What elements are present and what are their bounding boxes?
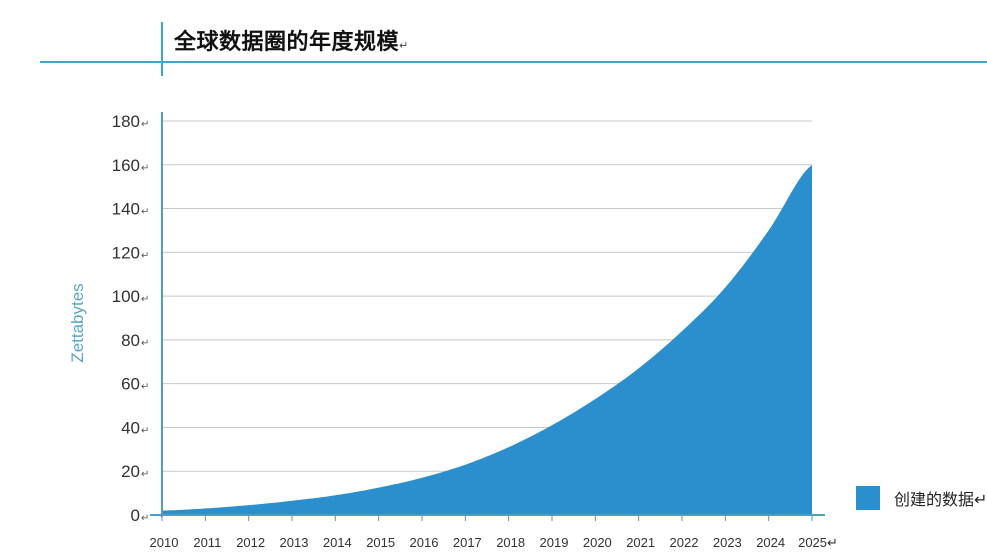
x-tick-label: 2010: [150, 535, 179, 550]
y-tick-return-mark: ↵: [141, 119, 149, 130]
y-axis-title: Zettabytes: [68, 283, 87, 362]
y-tick-return-mark: ↵: [141, 513, 149, 524]
y-tick-return-mark: ↵: [141, 469, 149, 480]
legend-swatch: [856, 486, 880, 510]
x-tick-label: 2017: [453, 535, 482, 550]
x-tick-label: 2013: [280, 535, 309, 550]
title-accent-horizontal-line: [40, 61, 987, 63]
x-tick-label: 2014: [323, 535, 352, 550]
x-tick-label: 2016: [410, 535, 439, 550]
x-tick-label: 2021: [626, 535, 655, 550]
x-tick-label: 2019: [540, 535, 569, 550]
y-tick-return-mark: ↵: [141, 250, 149, 261]
y-tick-return-mark: ↵: [141, 425, 149, 436]
y-tick-return-mark: ↵: [141, 382, 149, 393]
x-tick-label: 2015: [366, 535, 395, 550]
y-tick-label: 40: [121, 418, 140, 437]
y-tick-label: 100: [112, 287, 140, 306]
x-tick-label: 2012: [236, 535, 265, 550]
y-tick-return-mark: ↵: [141, 294, 149, 305]
y-tick-label: 0: [131, 506, 140, 525]
y-tick-label: 20: [121, 462, 140, 481]
x-tick-label: 2022: [670, 535, 699, 550]
y-tick-return-mark: ↵: [141, 338, 149, 349]
x-tick-label: 2018: [496, 535, 525, 550]
y-tick-label: 80: [121, 331, 140, 350]
y-tick-label: 160: [112, 156, 140, 175]
x-tick-label: 2023: [713, 535, 742, 550]
x-tick-label: 2020: [583, 535, 612, 550]
y-tick-label: 60: [121, 375, 140, 394]
page-title: 全球数据圈的年度规模↵: [174, 30, 409, 55]
legend: 创建的数据↵: [856, 486, 987, 510]
title-accent-vertical-line: [161, 22, 163, 76]
x-tick-label: 2025↵: [798, 535, 838, 550]
legend-label: 创建的数据↵: [894, 490, 987, 509]
title-return-mark: ↵: [399, 39, 409, 52]
y-tick-label: 120: [112, 243, 140, 262]
x-tick-label: 2024: [756, 535, 785, 550]
y-tick-return-mark: ↵: [141, 207, 149, 218]
y-tick-label: 140: [112, 200, 140, 219]
series-area-created-data: [162, 164, 812, 516]
y-tick-label: 180: [112, 112, 140, 131]
y-tick-return-mark: ↵: [141, 163, 149, 174]
x-tick-label: 2011: [193, 535, 221, 550]
